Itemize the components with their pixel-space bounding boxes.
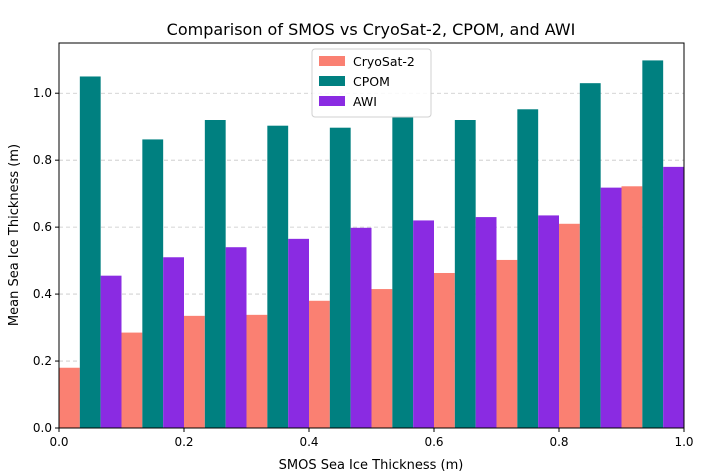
bar-cryosat-2 (184, 315, 205, 428)
bar-cpom (454, 120, 476, 428)
bar-awi (100, 275, 122, 428)
legend-swatch (319, 96, 345, 106)
bar-awi (538, 215, 559, 428)
bar-cryosat-2 (559, 223, 580, 428)
bar-cryosat-2 (371, 289, 393, 428)
bar-cpom (142, 139, 164, 428)
legend-swatch (319, 76, 345, 86)
x-tick-label: 0.4 (299, 435, 318, 449)
bar-cryosat-2 (621, 186, 643, 428)
y-tick-label: 0.8 (33, 153, 52, 167)
bar-awi (475, 217, 497, 428)
x-axis-label: SMOS Sea Ice Thickness (m) (279, 458, 464, 472)
bar-awi (600, 187, 622, 428)
bar-awi (288, 238, 309, 428)
bar-cryosat-2 (309, 300, 330, 428)
legend-swatch (319, 56, 345, 66)
bar-cryosat-2 (496, 259, 518, 428)
bar-cpom (267, 125, 289, 428)
x-tick-label: 1.0 (674, 435, 693, 449)
bar-awi (663, 166, 684, 428)
bar-cpom (329, 127, 351, 428)
legend-label: CPOM (353, 74, 390, 89)
x-tick-label: 0.6 (424, 435, 443, 449)
y-tick-label: 0.4 (33, 287, 52, 301)
bars (59, 60, 684, 429)
bar-cpom (79, 76, 101, 428)
bar-awi (350, 227, 372, 428)
bar-cryosat-2 (121, 332, 143, 428)
bar-cryosat-2 (434, 272, 455, 428)
x-tick-label: 0.8 (549, 435, 568, 449)
bar-cpom (392, 116, 414, 429)
bar-awi (413, 220, 434, 428)
legend-label: AWI (353, 94, 377, 109)
y-axis-label: Mean Sea Ice Thickness (m) (7, 144, 22, 326)
bar-cryosat-2 (246, 314, 268, 428)
axes: 0.0 0.2 0.4 0.6 0.8 1.0 0.0 0.2 0.4 0.6 0.8 1.0 (33, 42, 694, 449)
y-tick-label: 0.2 (33, 354, 52, 368)
x-tick-label: 0.2 (174, 435, 193, 449)
x-tick-label: 0.0 (49, 435, 68, 449)
y-tick-label: 1.0 (33, 86, 52, 100)
bar-awi (163, 257, 184, 428)
y-tick-label: 0.6 (33, 220, 52, 234)
bar-cpom (517, 109, 539, 428)
legend: CryoSat-2 CPOM AWI (311, 48, 432, 118)
bar-awi (225, 247, 247, 428)
plot-frame (58, 42, 685, 429)
legend-label: CryoSat-2 (353, 54, 415, 69)
bar-cryosat-2 (59, 367, 80, 428)
bar-cpom (579, 83, 601, 428)
bar-cpom (204, 120, 226, 428)
bar-cpom (642, 60, 664, 429)
y-tick-label: 0.0 (33, 421, 52, 435)
chart-title: Comparison of SMOS vs CryoSat-2, CPOM, a… (167, 20, 576, 39)
